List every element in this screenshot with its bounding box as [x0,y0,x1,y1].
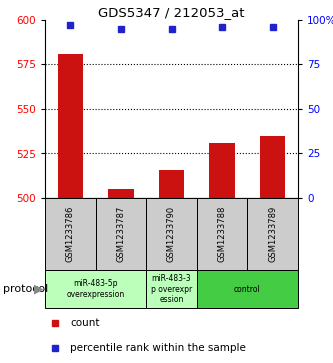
Bar [247,198,298,270]
Text: ▶: ▶ [34,282,43,295]
Text: GSM1233789: GSM1233789 [268,206,277,262]
Text: count: count [70,318,100,329]
Text: control: control [234,285,261,294]
Bar [45,198,96,270]
Text: miR-483-5p
overexpression: miR-483-5p overexpression [67,279,125,299]
Text: GSM1233790: GSM1233790 [167,206,176,262]
Text: percentile rank within the sample: percentile rank within the sample [70,343,246,352]
Text: GSM1233787: GSM1233787 [117,206,126,262]
Bar [146,270,197,308]
Bar [45,270,146,308]
Bar [197,270,298,308]
Bar [197,198,247,270]
Bar [108,189,134,198]
Text: miR-483-3
p overexpr
ession: miR-483-3 p overexpr ession [151,274,192,304]
Bar [96,198,146,270]
Bar [159,170,184,198]
Title: GDS5347 / 212053_at: GDS5347 / 212053_at [98,6,245,19]
Text: GSM1233786: GSM1233786 [66,206,75,262]
Bar [58,54,83,198]
Bar [146,198,197,270]
Text: protocol: protocol [3,284,49,294]
Bar [209,143,235,198]
Bar [260,136,285,198]
Text: GSM1233788: GSM1233788 [217,206,226,262]
